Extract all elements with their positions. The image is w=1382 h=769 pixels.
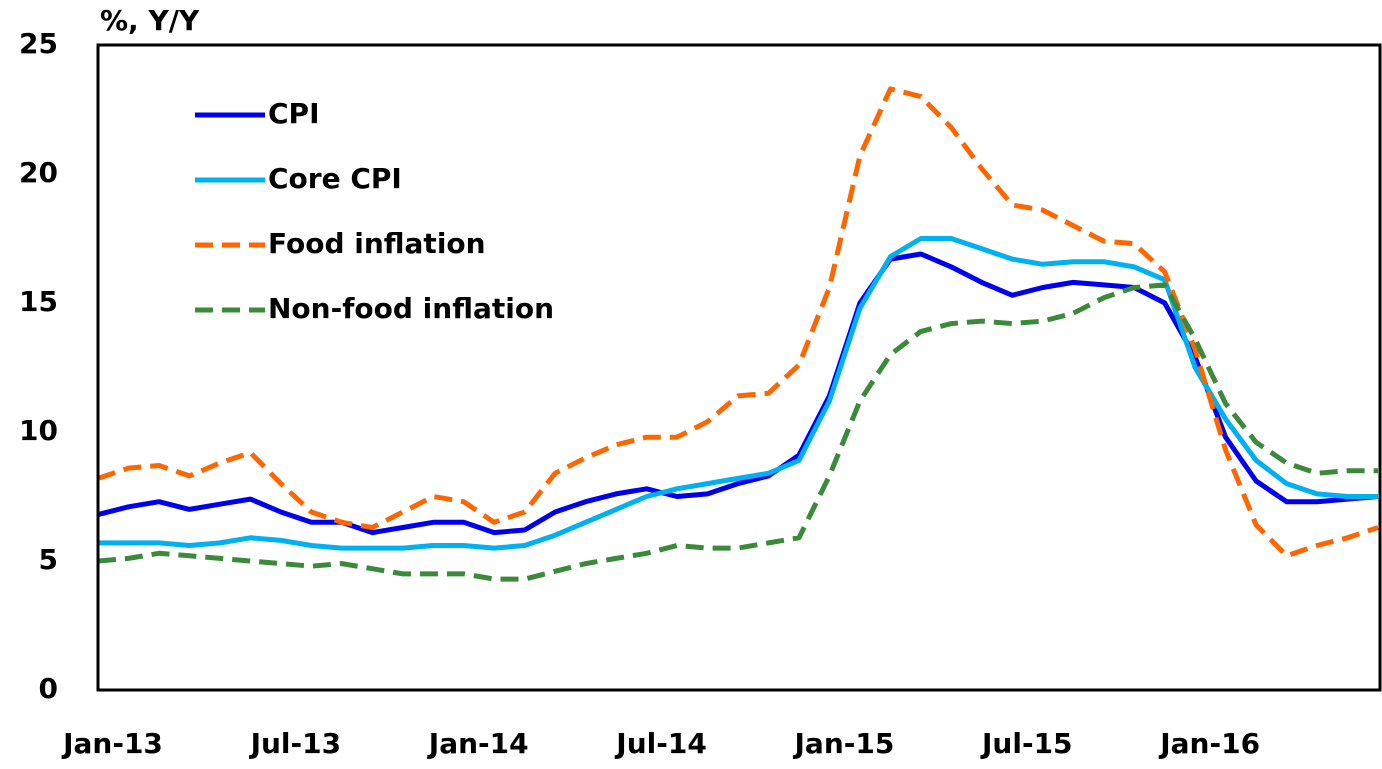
x-tick-label: Jul-15 (980, 727, 1073, 760)
legend-label: Food inflation (268, 227, 486, 260)
series-line (97, 251, 1379, 536)
x-tick-label: Jan-14 (427, 727, 529, 760)
plot-frame (96, 43, 1382, 692)
y-tick-label: 0 (39, 672, 58, 705)
x-tick-label: Jan-16 (1158, 727, 1260, 760)
y-tick-label: 5 (39, 543, 58, 576)
x-tick-label: Jan-13 (61, 727, 163, 760)
y-tick-label: 25 (19, 27, 58, 60)
series-line (97, 282, 1378, 582)
legend-label: Non-food inflation (268, 292, 554, 325)
legend-label: CPI (268, 97, 320, 130)
series-line (97, 86, 1379, 559)
y-tick-label: 10 (19, 414, 58, 447)
x-tick-label: Jul-14 (614, 727, 707, 760)
series-line (98, 236, 1378, 551)
y-tick-label: 20 (19, 156, 58, 189)
y-tick-label: 15 (19, 285, 58, 318)
x-tick-label: Jan-15 (793, 727, 895, 760)
y-axis-label: %, Y/Y (100, 4, 200, 37)
legend-label: Core CPI (268, 162, 402, 195)
x-tick-label: Jul-13 (249, 727, 342, 760)
